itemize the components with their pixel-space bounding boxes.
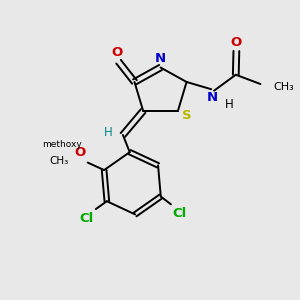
Text: O: O	[112, 46, 123, 59]
Text: S: S	[182, 109, 191, 122]
Text: CH₃: CH₃	[273, 82, 294, 92]
Text: H: H	[103, 126, 112, 139]
Text: N: N	[207, 92, 218, 104]
Text: O: O	[74, 146, 85, 159]
Text: H: H	[225, 98, 233, 111]
Text: Cl: Cl	[80, 212, 94, 225]
Text: O: O	[231, 36, 242, 49]
Text: CH₃: CH₃	[49, 155, 68, 166]
Text: methoxy: methoxy	[43, 140, 82, 149]
Text: N: N	[155, 52, 166, 65]
Text: Cl: Cl	[172, 207, 186, 220]
